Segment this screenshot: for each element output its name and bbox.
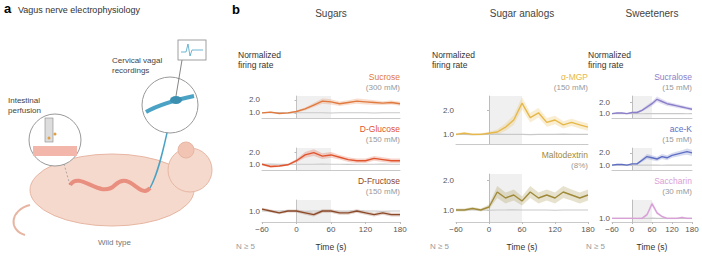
svg-text:−60: −60: [255, 225, 269, 234]
svg-text:N ≥ 5: N ≥ 5: [586, 242, 606, 251]
html-text:Intestinal perfusion: Intestinal perfusion: [8, 96, 41, 115]
svg-text:120: 120: [548, 225, 562, 234]
svg-text:ace-K: ace-K: [670, 124, 693, 134]
svg-text:firing rate: firing rate: [588, 60, 624, 70]
svg-text:1.0: 1.0: [249, 108, 261, 117]
svg-text:α-MGP: α-MGP: [561, 72, 588, 82]
svg-text:120: 120: [665, 225, 679, 234]
svg-text:Saccharin: Saccharin: [654, 176, 692, 186]
svg-text:(150 mM): (150 mM): [366, 187, 401, 196]
svg-text:180: 180: [685, 225, 699, 234]
svg-text:0: 0: [487, 225, 492, 234]
svg-text:Time (s): Time (s): [637, 242, 668, 252]
svg-text:firing rate: firing rate: [238, 60, 274, 70]
svg-text:1.0: 1.0: [599, 214, 611, 223]
html-text:a: a: [4, 1, 12, 16]
html-text:Cervical vagal recordings: Cervical vagal recordings: [112, 56, 163, 75]
svg-text:−60: −60: [605, 225, 619, 234]
svg-text:60: 60: [648, 225, 657, 234]
svg-text:0: 0: [630, 225, 635, 234]
svg-text:1.0: 1.0: [599, 161, 611, 170]
svg-text:Sucralose: Sucralose: [654, 72, 692, 82]
html-text:Vagus nerve electrophysiology: Vagus nerve electrophysiology: [18, 5, 140, 15]
svg-text:2.0: 2.0: [249, 148, 261, 157]
svg-text:N ≥ 5: N ≥ 5: [236, 242, 256, 251]
svg-text:(150 mM): (150 mM): [366, 135, 401, 144]
svg-text:Normalized: Normalized: [238, 50, 283, 60]
svg-text:2.0: 2.0: [443, 106, 455, 115]
svg-text:0: 0: [294, 225, 299, 234]
svg-text:2.0: 2.0: [599, 148, 611, 157]
svg-text:2.0: 2.0: [443, 176, 455, 185]
svg-text:60: 60: [327, 225, 336, 234]
svg-text:1.0: 1.0: [249, 160, 261, 169]
svg-text:1.0: 1.0: [249, 207, 261, 216]
svg-text:−60: −60: [449, 225, 463, 234]
svg-text:Time (s): Time (s): [507, 242, 538, 252]
svg-text:(15 mM): (15 mM): [662, 83, 692, 92]
svg-text:D-Fructose: D-Fructose: [358, 176, 400, 186]
svg-text:firing rate: firing rate: [432, 60, 468, 70]
html-text:Wild type: Wild type: [98, 238, 131, 247]
svg-text:180: 180: [581, 225, 595, 234]
svg-text:Normalized: Normalized: [588, 50, 633, 60]
svg-text:(8%): (8%): [571, 161, 588, 170]
svg-text:1.0: 1.0: [443, 130, 455, 139]
svg-text:(30 mM): (30 mM): [662, 187, 692, 196]
svg-text:(150 mM): (150 mM): [554, 83, 589, 92]
svg-text:Normalized: Normalized: [432, 50, 477, 60]
svg-text:Sucrose: Sucrose: [369, 72, 400, 82]
svg-text:(300 mM): (300 mM): [366, 83, 401, 92]
svg-text:Sweeteners: Sweeteners: [626, 8, 679, 19]
svg-text:60: 60: [518, 225, 527, 234]
svg-text:1.0: 1.0: [443, 206, 455, 215]
svg-text:D-Glucose: D-Glucose: [360, 124, 400, 134]
svg-text:Time (s): Time (s): [316, 242, 347, 252]
svg-text:Sugars: Sugars: [315, 8, 347, 19]
svg-text:2.0: 2.0: [599, 98, 611, 107]
svg-text:Sugar analogs: Sugar analogs: [490, 8, 555, 19]
svg-text:1.0: 1.0: [599, 109, 611, 118]
svg-text:b: b: [232, 2, 240, 17]
svg-text:2.0: 2.0: [249, 95, 261, 104]
svg-text:Maltodextrin: Maltodextrin: [542, 150, 589, 160]
svg-text:180: 180: [393, 225, 407, 234]
svg-text:120: 120: [359, 225, 373, 234]
svg-text:(15 mM): (15 mM): [662, 135, 692, 144]
svg-text:N ≥ 5: N ≥ 5: [430, 242, 450, 251]
